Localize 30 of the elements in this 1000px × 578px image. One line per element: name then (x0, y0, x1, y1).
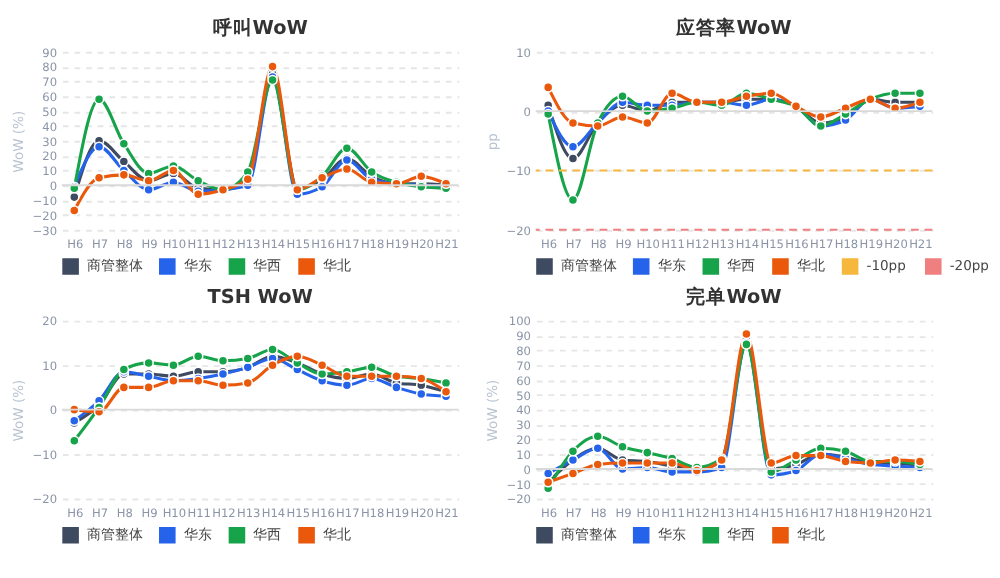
chart-title: 完单WoW (686, 285, 783, 310)
point (815, 111, 827, 123)
point (617, 90, 628, 102)
point (316, 359, 328, 371)
point (366, 362, 377, 373)
point (567, 445, 579, 457)
point (415, 171, 427, 182)
point (790, 450, 802, 461)
point (267, 344, 278, 355)
point (840, 445, 851, 457)
chart-title: 应答率WoW (674, 16, 793, 41)
point (143, 382, 154, 393)
point (641, 447, 653, 458)
point (391, 382, 402, 393)
point (666, 88, 678, 99)
point (889, 88, 901, 99)
point (741, 328, 752, 340)
point (242, 353, 254, 364)
chart-title: TSH WoW (207, 287, 314, 310)
point (765, 88, 777, 99)
point (567, 153, 579, 164)
point (592, 431, 604, 442)
point (765, 457, 777, 469)
chart-title: 呼叫WoW (212, 16, 309, 41)
point (118, 382, 130, 393)
point (267, 359, 278, 371)
point (267, 61, 278, 72)
point (118, 156, 130, 167)
point (292, 350, 303, 362)
point (366, 166, 377, 178)
